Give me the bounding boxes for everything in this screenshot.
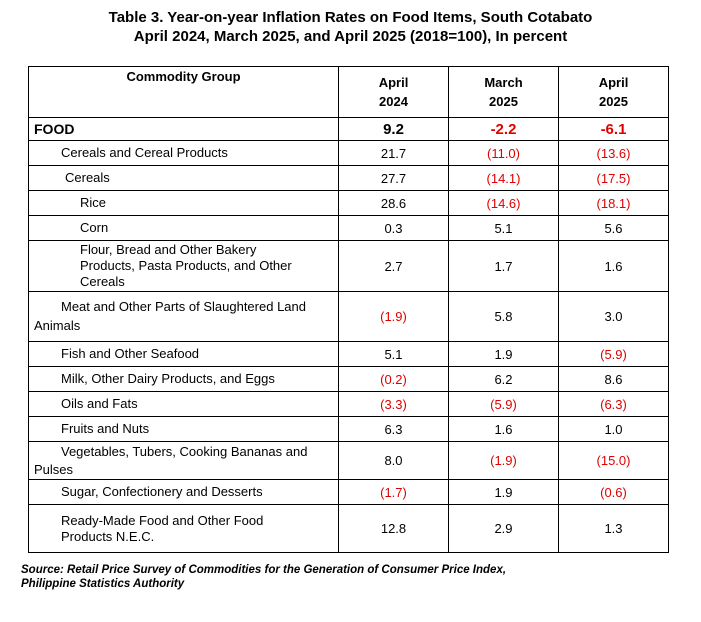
table-row: Rice 28.6 (14.6) (18.1) xyxy=(28,190,669,216)
cell-april-2025: (18.1) xyxy=(558,190,669,216)
cell-april-2025: 3.0 xyxy=(558,291,669,342)
table-row: Cereals and Cereal Products 21.7 (11.0) … xyxy=(28,140,669,166)
cell-april-2024: 27.7 xyxy=(338,165,449,191)
cell-april-2025: (15.0) xyxy=(558,441,669,480)
source-line-1: Source: Retail Price Survey of Commoditi… xyxy=(21,564,507,576)
cell-april-2024: 12.8 xyxy=(338,504,449,553)
table-title: Table 3. Year-on-year Inflation Rates on… xyxy=(0,8,701,46)
table-row: Oils and Fats (3.3) (5.9) (6.3) xyxy=(28,391,669,417)
row-label: FOOD xyxy=(28,117,339,141)
header-april-2024: April 2024 xyxy=(338,66,449,118)
header-march-2025: March 2025 xyxy=(448,66,559,118)
cell-march-2025: 1.6 xyxy=(448,416,559,442)
cell-march-2025: (5.9) xyxy=(448,391,559,417)
table-row: Vegetables, Tubers, Cooking Bananas and … xyxy=(28,441,669,480)
source-note: Source: Retail Price Survey of Commoditi… xyxy=(21,563,506,591)
cell-march-2025: (14.6) xyxy=(448,190,559,216)
cell-march-2025: (14.1) xyxy=(448,165,559,191)
cell-april-2025: (0.6) xyxy=(558,479,669,505)
table-row: Milk, Other Dairy Products, and Eggs (0.… xyxy=(28,366,669,392)
cell-march-2025: 2.9 xyxy=(448,504,559,553)
row-label: Oils and Fats xyxy=(28,391,339,417)
table-row: Fish and Other Seafood 5.1 1.9 (5.9) xyxy=(28,341,669,367)
cell-april-2024: 28.6 xyxy=(338,190,449,216)
cell-april-2025: (6.3) xyxy=(558,391,669,417)
cell-march-2025: 1.9 xyxy=(448,341,559,367)
cell-april-2025: 1.6 xyxy=(558,240,669,292)
cell-april-2025: 8.6 xyxy=(558,366,669,392)
cell-march-2025: 5.1 xyxy=(448,215,559,241)
row-label: Milk, Other Dairy Products, and Eggs xyxy=(28,366,339,392)
table-row: Meat and Other Parts of Slaughtered Land… xyxy=(28,291,669,342)
cell-april-2024: (1.9) xyxy=(338,291,449,342)
cell-march-2025: 5.8 xyxy=(448,291,559,342)
cell-april-2025: (17.5) xyxy=(558,165,669,191)
cell-april-2025: 1.3 xyxy=(558,504,669,553)
cell-april-2024: (3.3) xyxy=(338,391,449,417)
cell-april-2024: 6.3 xyxy=(338,416,449,442)
row-label: Rice xyxy=(28,190,339,216)
cell-april-2024: 5.1 xyxy=(338,341,449,367)
row-label: Sugar, Confectionery and Desserts xyxy=(28,479,339,505)
cell-april-2024: 0.3 xyxy=(338,215,449,241)
title-line-2: April 2024, March 2025, and April 2025 (… xyxy=(133,28,568,45)
row-label: Ready-Made Food and Other Food Products … xyxy=(28,504,339,553)
cell-april-2024: 21.7 xyxy=(338,140,449,166)
cell-april-2025: 5.6 xyxy=(558,215,669,241)
table-row: Ready-Made Food and Other Food Products … xyxy=(28,504,669,553)
row-label: Flour, Bread and Other Bakery Products, … xyxy=(28,240,339,292)
cell-march-2025: 1.9 xyxy=(448,479,559,505)
source-line-2: Philippine Statistics Authority xyxy=(21,578,185,590)
row-label: Meat and Other Parts of Slaughtered Land… xyxy=(28,291,339,342)
row-label: Fruits and Nuts xyxy=(28,416,339,442)
cell-april-2024: 8.0 xyxy=(338,441,449,480)
cell-april-2024: (0.2) xyxy=(338,366,449,392)
table-row: Flour, Bread and Other Bakery Products, … xyxy=(28,240,669,292)
row-label: Vegetables, Tubers, Cooking Bananas and … xyxy=(28,441,339,480)
inflation-table: Commodity Group April 2024 March 2025 Apri… xyxy=(28,66,669,553)
cell-april-2024: 9.2 xyxy=(338,117,449,141)
cell-march-2025: 6.2 xyxy=(448,366,559,392)
table-row: FOOD 9.2 -2.2 -6.1 xyxy=(28,117,669,141)
cell-april-2024: (1.7) xyxy=(338,479,449,505)
table-row: Cereals 27.7 (14.1) (17.5) xyxy=(28,165,669,191)
cell-march-2025: -2.2 xyxy=(448,117,559,141)
cell-april-2025: -6.1 xyxy=(558,117,669,141)
header-row: Commodity Group April 2024 March 2025 Apri… xyxy=(28,66,669,118)
row-label: Cereals xyxy=(28,165,339,191)
row-label: Fish and Other Seafood xyxy=(28,341,339,367)
cell-march-2025: (11.0) xyxy=(448,140,559,166)
table-row: Corn 0.3 5.1 5.6 xyxy=(28,215,669,241)
row-label: Corn xyxy=(28,215,339,241)
cell-april-2025: (13.6) xyxy=(558,140,669,166)
cell-march-2025: 1.7 xyxy=(448,240,559,292)
cell-april-2024: 2.7 xyxy=(338,240,449,292)
title-line-1: Table 3. Year-on-year Inflation Rates on… xyxy=(108,9,593,26)
table-row: Fruits and Nuts 6.3 1.6 1.0 xyxy=(28,416,669,442)
header-commodity-group: Commodity Group xyxy=(28,66,339,118)
cell-march-2025: (1.9) xyxy=(448,441,559,480)
row-label: Cereals and Cereal Products xyxy=(28,140,339,166)
cell-april-2025: 1.0 xyxy=(558,416,669,442)
cell-april-2025: (5.9) xyxy=(558,341,669,367)
table-row: Sugar, Confectionery and Desserts (1.7) … xyxy=(28,479,669,505)
header-april-2025: April 2025 xyxy=(558,66,669,118)
